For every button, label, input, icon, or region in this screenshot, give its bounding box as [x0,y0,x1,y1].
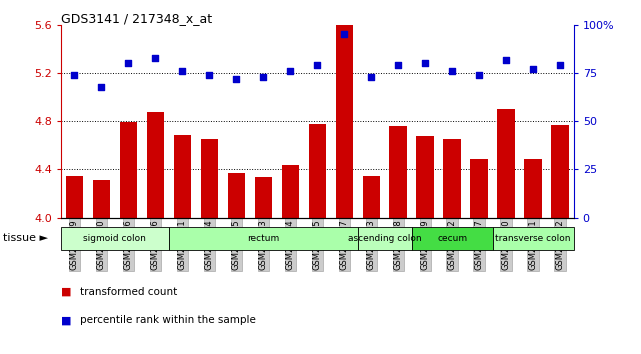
Bar [308,124,326,218]
Text: ■: ■ [61,287,71,297]
Bar [201,139,218,218]
Bar [65,176,83,218]
Point [150,55,160,61]
Bar [497,109,515,218]
Point [204,72,215,78]
Point [69,72,79,78]
Point [420,61,430,66]
Text: ■: ■ [61,315,71,325]
Point [339,32,349,37]
Point [555,62,565,68]
Text: sigmoid colon: sigmoid colon [83,234,146,242]
Point [447,68,458,74]
Bar [493,227,574,250]
Bar [444,139,461,218]
Text: percentile rank within the sample: percentile rank within the sample [80,315,256,325]
Bar [147,112,164,218]
Bar [61,227,169,250]
Bar [92,180,110,218]
Text: transformed count: transformed count [80,287,178,297]
Bar [120,122,137,218]
Bar [169,227,358,250]
Text: rectum: rectum [247,234,279,242]
Text: GDS3141 / 217348_x_at: GDS3141 / 217348_x_at [61,12,212,25]
Point [96,84,106,89]
Text: tissue ►: tissue ► [3,233,48,243]
Bar [174,135,191,218]
Point [123,61,133,66]
Point [501,57,512,62]
Point [177,68,187,74]
Bar [417,136,434,218]
Point [474,72,485,78]
Point [366,74,376,80]
Point [528,66,538,72]
Text: cecum: cecum [437,234,467,242]
Bar [551,125,569,218]
Point [258,74,269,80]
Point [393,62,403,68]
Point [285,68,296,74]
Bar [470,159,488,218]
Text: ascending colon: ascending colon [348,234,422,242]
Text: transverse colon: transverse colon [495,234,571,242]
Bar [524,159,542,218]
Point [312,62,322,68]
Bar [228,173,245,218]
Bar [412,227,493,250]
Bar [254,177,272,218]
Bar [390,126,407,218]
Bar [363,176,380,218]
Point [231,76,242,82]
Bar [281,165,299,218]
Bar [335,25,353,218]
Bar [358,227,412,250]
